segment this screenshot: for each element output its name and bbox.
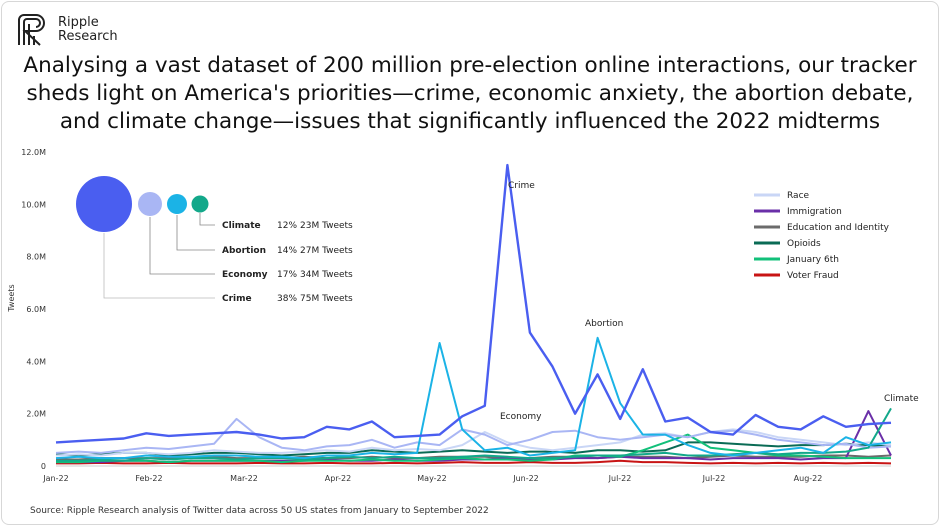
series-line-abortion <box>55 336 892 460</box>
bubble-abortion <box>167 194 187 214</box>
connector-economy <box>149 217 215 275</box>
bubble-topic-climate: Climate <box>222 221 261 231</box>
x-tick-label: May-22 <box>417 474 446 483</box>
x-tick-label: Jul-22 <box>608 474 632 483</box>
x-tick-label: Apr-22 <box>325 474 351 483</box>
bubble-economy <box>138 192 162 216</box>
connector-abortion <box>176 215 215 251</box>
bubble-tweets-economy: 34M Tweets <box>300 270 353 280</box>
y-tick-label: 0 <box>41 462 46 471</box>
y-axis: 0 2.0M 4.0M 6.0M 8.0M 10.0M 12.0M <box>21 148 891 471</box>
y-tick-label: 4.0M <box>26 357 46 366</box>
source-note: Source: Ripple Research analysis of Twit… <box>30 506 489 516</box>
x-axis: Jan-22 Feb-22 Mar-22 Apr-22 May-22 Jun-22 Jul-… <box>42 474 822 483</box>
headline: Analysing a vast dataset of 200 million … <box>23 53 917 134</box>
bubble-tweets-abortion: 27M Tweets <box>300 246 353 256</box>
legend-label-immigration: Immigration <box>787 207 842 217</box>
bubble-pct-abortion: 14% <box>277 246 297 256</box>
annotation-crime: Crime <box>508 181 535 191</box>
bubble-tweets-crime: 75M Tweets <box>300 294 353 304</box>
x-tick-label: Feb-22 <box>135 474 162 483</box>
series-line-economy <box>55 417 892 454</box>
annotation-economy: Economy <box>500 412 542 422</box>
legend-label-education: Education and Identity <box>787 223 890 233</box>
legend-label-january6: January 6th <box>786 255 839 265</box>
bubble-pct-crime: 38% <box>277 294 297 304</box>
bubble-pct-climate: 12% <box>277 221 297 231</box>
bubble-tweets-climate: 23M Tweets <box>300 221 353 231</box>
y-tick-label: 2.0M <box>26 410 46 419</box>
x-tick-label: Aug-22 <box>794 474 823 483</box>
bubble-topic-abortion: Abortion <box>222 246 266 256</box>
bubble-pct-economy: 17% <box>277 270 297 280</box>
x-tick-label: Jun-22 <box>512 474 539 483</box>
y-axis-label: Tweets <box>7 284 16 312</box>
y-tick-label: 6.0M <box>26 305 46 314</box>
series-line-voterfraud <box>56 459 892 465</box>
ripple-logo-icon <box>18 14 45 46</box>
x-tick-label: Jan-22 <box>42 474 68 483</box>
brand-logo: Ripple Research <box>16 12 118 48</box>
bubble-crime <box>76 176 132 232</box>
legend-label-opioids: Opioids <box>787 239 821 249</box>
brand-line-1: Ripple <box>58 15 99 30</box>
annotation-climate: Climate <box>884 394 919 404</box>
connector-climate <box>199 213 215 226</box>
bubble-topic-economy: Economy <box>222 270 268 280</box>
bubble-climate <box>191 195 209 213</box>
series-lines <box>55 163 892 465</box>
x-tick-label: Jul-22 <box>702 474 726 483</box>
brand-line-2: Research <box>58 29 118 44</box>
annotation-abortion: Abortion <box>585 319 623 329</box>
bubble-summary: Climate 12% 23M Tweets Abortion 14% 27M Tweet… <box>76 176 353 304</box>
y-tick-label: 12.0M <box>21 148 46 157</box>
annotations: Crime Abortion Economy Climate <box>500 181 919 422</box>
connector-crime <box>103 233 215 299</box>
series-line-opioids <box>55 441 892 457</box>
legend: Race Immigration Education and Identity Opi… <box>754 191 890 281</box>
legend-label-race: Race <box>787 191 810 201</box>
series-line-crime <box>55 163 892 444</box>
x-tick-label: Mar-22 <box>230 474 258 483</box>
bubble-topic-crime: Crime <box>222 294 252 304</box>
y-tick-label: 10.0M <box>21 200 46 209</box>
y-tick-label: 8.0M <box>26 253 46 262</box>
legend-label-voterfraud: Voter Fraud <box>787 271 839 281</box>
